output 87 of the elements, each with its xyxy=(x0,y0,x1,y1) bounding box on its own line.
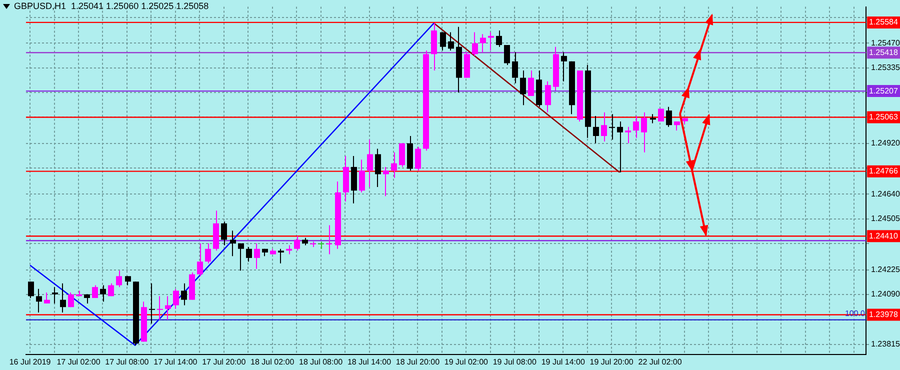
candlestick xyxy=(601,112,607,142)
candlestick xyxy=(399,142,405,168)
candlestick xyxy=(116,270,122,288)
candlestick xyxy=(666,106,672,128)
candlestick xyxy=(431,22,437,71)
candlestick xyxy=(561,52,567,82)
candlestick xyxy=(464,52,470,78)
candlestick xyxy=(197,242,203,277)
candlestick xyxy=(294,236,300,252)
x-tick-label: 18 Jul 14:00 xyxy=(347,357,392,366)
y-tick-label: 1.24225 xyxy=(871,264,900,274)
candlestick xyxy=(504,44,510,66)
candlestick xyxy=(221,221,227,246)
y-tick-label: 1.23815 xyxy=(871,340,900,349)
candlestick xyxy=(181,282,187,306)
candlestick xyxy=(60,282,66,314)
candlestick xyxy=(108,282,114,297)
x-tick-label: 17 Jul 08:00 xyxy=(105,357,150,366)
candlestick xyxy=(326,224,332,255)
candlestick xyxy=(520,70,526,106)
candlestick xyxy=(125,276,131,286)
candlestick xyxy=(383,166,389,197)
y-tick-label: 1.24090 xyxy=(871,290,900,299)
candlestick xyxy=(545,80,551,113)
candlestick xyxy=(359,159,365,193)
ref-line-label: 1.23978 xyxy=(869,310,898,319)
candlestick xyxy=(367,139,373,188)
ref-line-label: 1.24766 xyxy=(869,166,898,176)
candlestick xyxy=(149,282,155,324)
candlestick xyxy=(658,108,664,122)
x-tick-label: 18 Jul 02:00 xyxy=(250,357,295,366)
x-tick-label: 18 Jul 08:00 xyxy=(299,357,344,366)
candlestick xyxy=(375,148,381,188)
candlestick xyxy=(254,242,260,270)
x-tick-label: 22 Jul 02:00 xyxy=(638,357,682,366)
candlestick xyxy=(28,281,34,298)
candlestick xyxy=(44,292,50,304)
candlestick xyxy=(173,288,179,310)
candlestick xyxy=(157,296,163,320)
candlestick xyxy=(512,52,518,84)
x-tick-label: 19 Jul 08:00 xyxy=(492,357,537,366)
candlestick xyxy=(278,248,284,264)
candlestick xyxy=(448,32,454,51)
candlestick xyxy=(415,146,421,172)
y-tick-label: 1.25335 xyxy=(871,62,900,72)
y-tick-label: 1.24505 xyxy=(871,214,900,224)
candlestick xyxy=(625,126,631,144)
candlestick xyxy=(52,286,58,304)
y-tick-label: 1.24640 xyxy=(871,189,900,198)
x-tick-label: 19 Jul 14:00 xyxy=(541,357,586,366)
x-tick-label: 16 Jul 2019 xyxy=(9,357,52,366)
candlestick xyxy=(318,241,324,250)
candlestick xyxy=(391,152,397,178)
candlestick xyxy=(238,242,244,272)
candlestick xyxy=(205,242,211,264)
ref-line-label: 1.25584 xyxy=(869,18,898,27)
candlestick xyxy=(246,246,252,262)
candlestick xyxy=(528,70,534,96)
x-tick-label: 19 Jul 02:00 xyxy=(444,357,489,366)
candlestick xyxy=(633,115,639,138)
candlestick xyxy=(496,30,502,48)
y-tick-label: 1.25470 xyxy=(871,38,900,48)
ref-line-label: 1.25207 xyxy=(869,86,898,96)
x-tick-label: 17 Jul 14:00 xyxy=(154,357,198,366)
x-tick-label: 17 Jul 20:00 xyxy=(202,357,246,366)
candlestick xyxy=(165,296,171,320)
candlestick xyxy=(440,32,446,51)
candlestick xyxy=(593,115,599,144)
candlestick xyxy=(351,156,357,204)
y-tick-label: 1.24920 xyxy=(871,138,900,148)
candlestick xyxy=(609,114,615,140)
candlestick xyxy=(641,112,647,153)
candlestick xyxy=(36,288,42,314)
x-tick-label: 17 Jul 02:00 xyxy=(56,357,101,366)
ref-line-label: 1.25063 xyxy=(869,112,898,122)
candlestick xyxy=(230,230,236,257)
candlestick xyxy=(472,32,478,56)
chart-title: GBPUSD,H1 1.25041 1.25060 1.25025 1.25058 xyxy=(14,1,209,11)
ref-line-label: 1.24410 xyxy=(869,231,898,240)
candlestick xyxy=(100,284,106,302)
ref-line-label: 1.25418 xyxy=(869,48,898,57)
x-tick-label: 18 Jul 20:00 xyxy=(396,357,440,366)
candlestick xyxy=(92,284,98,298)
candlestick xyxy=(617,120,623,173)
candlestick xyxy=(68,292,74,308)
x-tick-label: 19 Jul 20:00 xyxy=(590,357,634,366)
candlestick xyxy=(480,34,486,53)
